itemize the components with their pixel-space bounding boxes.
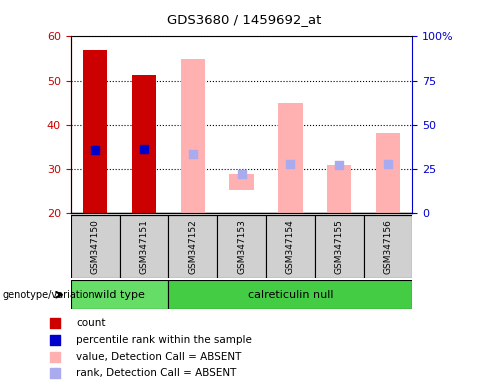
Bar	[266, 215, 315, 278]
Text: GSM347150: GSM347150	[91, 219, 100, 274]
Text: rank, Detection Call = ABSENT: rank, Detection Call = ABSENT	[76, 368, 237, 379]
Bar	[315, 215, 364, 278]
Text: GSM347155: GSM347155	[335, 219, 344, 274]
Text: wild type: wild type	[94, 290, 145, 300]
Text: genotype/variation: genotype/variation	[2, 290, 95, 300]
Bar	[364, 215, 412, 278]
Bar	[120, 215, 168, 278]
Text: calreticulin null: calreticulin null	[247, 290, 333, 300]
Point	[51, 337, 59, 343]
Bar	[181, 60, 205, 213]
Point	[286, 161, 294, 167]
Bar	[327, 166, 351, 213]
Text: GDS3680 / 1459692_at: GDS3680 / 1459692_at	[167, 13, 321, 26]
Point	[384, 161, 392, 167]
Bar	[229, 174, 254, 190]
Bar	[278, 103, 303, 213]
Bar	[376, 133, 400, 213]
Text: percentile rank within the sample: percentile rank within the sample	[76, 335, 252, 345]
Point	[51, 370, 59, 376]
Point	[51, 320, 59, 326]
Text: GSM347152: GSM347152	[188, 219, 197, 274]
Text: GSM347154: GSM347154	[286, 219, 295, 274]
Point	[238, 171, 245, 177]
Bar	[71, 215, 120, 278]
Bar	[71, 280, 168, 309]
Text: count: count	[76, 318, 105, 328]
Point	[335, 162, 343, 169]
Point	[189, 151, 197, 157]
Text: GSM347153: GSM347153	[237, 219, 246, 274]
Bar	[168, 215, 217, 278]
Bar	[132, 75, 156, 213]
Bar	[83, 50, 107, 213]
Bar	[217, 215, 266, 278]
Point	[140, 146, 148, 152]
Bar	[168, 280, 412, 309]
Text: GSM347151: GSM347151	[140, 219, 148, 274]
Point	[51, 354, 59, 360]
Text: value, Detection Call = ABSENT: value, Detection Call = ABSENT	[76, 352, 242, 362]
Text: GSM347156: GSM347156	[384, 219, 392, 274]
Point	[91, 147, 99, 154]
